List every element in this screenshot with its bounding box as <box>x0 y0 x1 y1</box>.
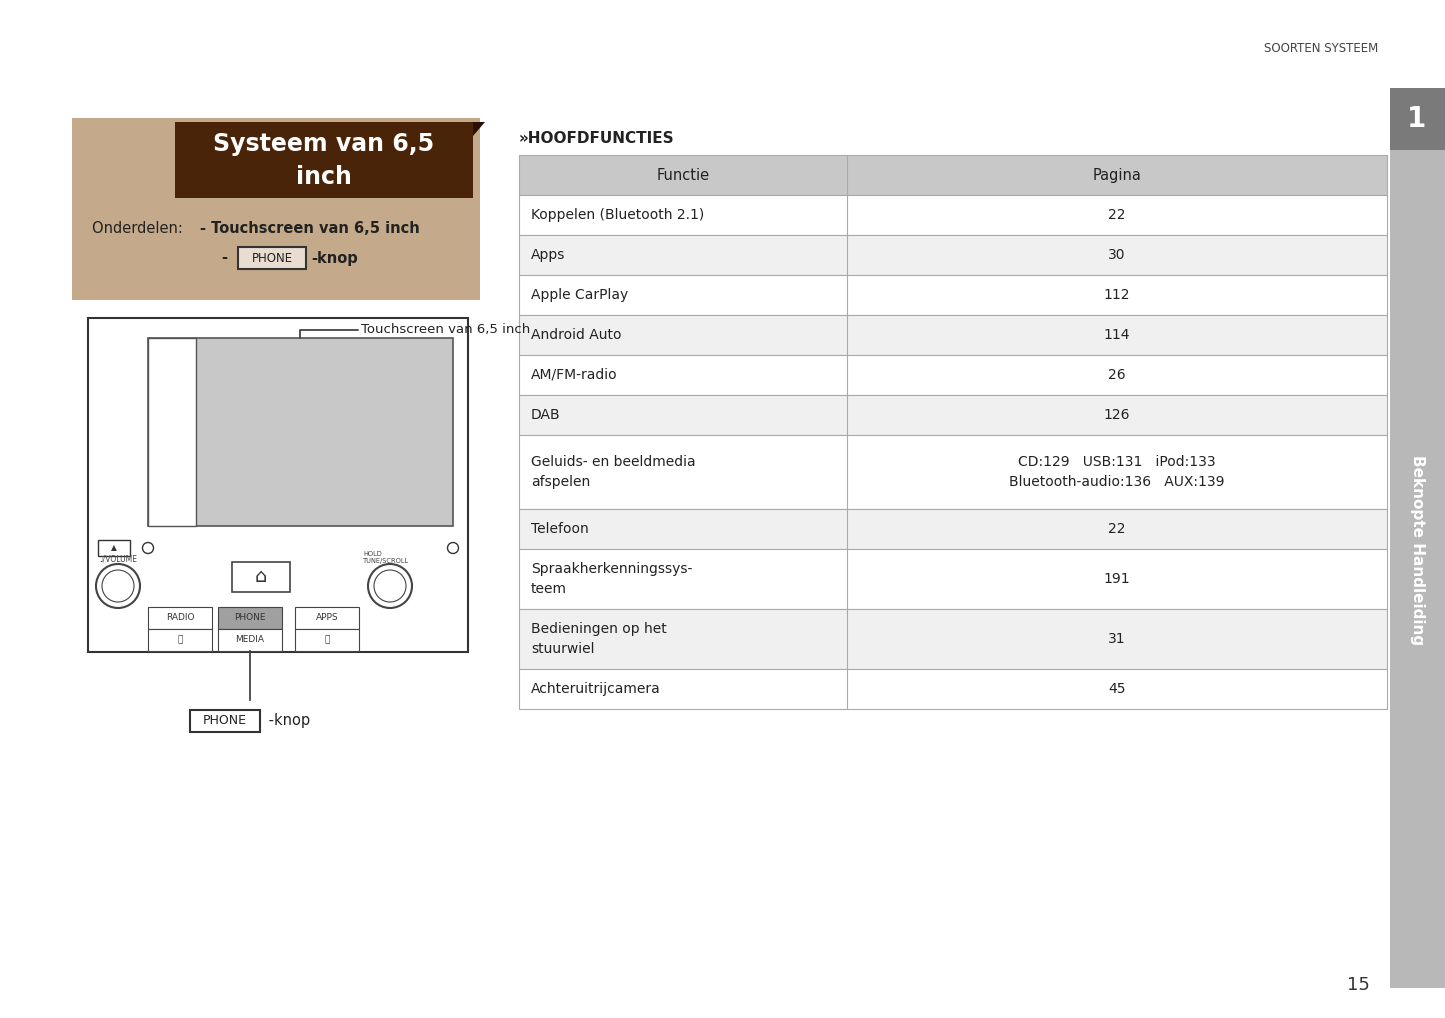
Bar <box>1390 88 1445 150</box>
Text: Functie: Functie <box>656 168 709 182</box>
Text: 45: 45 <box>1108 682 1126 696</box>
Bar <box>519 155 1387 195</box>
Text: 1: 1 <box>1407 105 1426 133</box>
Circle shape <box>448 543 458 554</box>
Circle shape <box>143 543 153 554</box>
Bar <box>519 435 1387 509</box>
Bar <box>238 247 306 269</box>
Text: PHONE: PHONE <box>202 715 247 728</box>
Text: ⌂: ⌂ <box>254 567 267 586</box>
Circle shape <box>103 570 134 602</box>
Text: 15: 15 <box>1347 976 1370 994</box>
Text: 30: 30 <box>1108 248 1126 262</box>
Bar <box>233 562 290 592</box>
Text: RADIO: RADIO <box>166 614 194 622</box>
Text: Systeem van 6,5: Systeem van 6,5 <box>214 132 435 156</box>
Text: Spraakherkenningssys-
teem: Spraakherkenningssys- teem <box>530 562 692 596</box>
Bar <box>218 629 282 651</box>
Bar <box>519 195 1387 235</box>
Text: ♩/VOLUME: ♩/VOLUME <box>100 555 137 564</box>
Text: CD:129   USB:131   iPod:133
Bluetooth-audio:136   AUX:139: CD:129 USB:131 iPod:133 Bluetooth-audio:… <box>1009 455 1225 489</box>
Text: MEDIA: MEDIA <box>236 635 264 644</box>
Text: »HOOFDFUNCTIES: »HOOFDFUNCTIES <box>519 130 675 146</box>
Bar <box>295 629 358 651</box>
Text: ⏭: ⏭ <box>324 635 329 644</box>
Circle shape <box>368 564 412 608</box>
Text: 114: 114 <box>1104 328 1130 342</box>
Text: 22: 22 <box>1108 522 1126 536</box>
Text: HOLD
TUNE/SCROLL: HOLD TUNE/SCROLL <box>363 551 409 564</box>
Text: ▲: ▲ <box>111 544 117 553</box>
Bar <box>295 607 358 629</box>
Circle shape <box>95 564 140 608</box>
Text: Pagina: Pagina <box>1092 168 1142 182</box>
Bar <box>189 710 260 732</box>
Text: inch: inch <box>296 165 353 189</box>
Bar <box>519 355 1387 395</box>
Text: PHONE: PHONE <box>234 614 266 622</box>
Text: 31: 31 <box>1108 632 1126 646</box>
Text: Koppelen (Bluetooth 2.1): Koppelen (Bluetooth 2.1) <box>530 208 704 222</box>
Text: ⏮: ⏮ <box>178 635 182 644</box>
Bar <box>519 669 1387 709</box>
Text: Android Auto: Android Auto <box>530 328 621 342</box>
Circle shape <box>374 570 406 602</box>
Text: APPS: APPS <box>315 614 338 622</box>
Bar <box>519 549 1387 609</box>
Text: Onderdelen:: Onderdelen: <box>92 221 188 235</box>
Text: Beknopte Handleiding: Beknopte Handleiding <box>1409 455 1425 645</box>
Bar <box>98 540 130 556</box>
Bar <box>175 122 473 197</box>
Bar <box>72 118 480 300</box>
Text: 126: 126 <box>1104 408 1130 422</box>
Bar <box>519 395 1387 435</box>
Bar <box>218 607 282 629</box>
Text: Telefoon: Telefoon <box>530 522 588 536</box>
Text: AM/FM-radio: AM/FM-radio <box>530 367 617 382</box>
Text: DAB: DAB <box>530 408 561 422</box>
Bar <box>88 318 468 652</box>
Bar <box>147 338 197 526</box>
Text: Bedieningen op het
stuurwiel: Bedieningen op het stuurwiel <box>530 622 666 656</box>
Text: Achteruitrijcamera: Achteruitrijcamera <box>530 682 660 696</box>
Bar <box>147 338 197 526</box>
Bar <box>519 235 1387 275</box>
Text: 191: 191 <box>1104 572 1130 586</box>
Text: SOORTEN SYSTEEM: SOORTEN SYSTEEM <box>1264 42 1379 55</box>
Polygon shape <box>473 122 486 136</box>
Bar <box>519 609 1387 669</box>
Text: - Touchscreen van 6,5 inch: - Touchscreen van 6,5 inch <box>199 221 419 235</box>
Text: 112: 112 <box>1104 288 1130 302</box>
Bar <box>1390 88 1445 988</box>
Text: 22: 22 <box>1108 208 1126 222</box>
Bar <box>147 607 212 629</box>
Bar <box>519 275 1387 315</box>
Text: Apple CarPlay: Apple CarPlay <box>530 288 629 302</box>
Text: Touchscreen van 6,5 inch: Touchscreen van 6,5 inch <box>361 324 530 337</box>
Text: -knop: -knop <box>264 714 311 729</box>
Bar <box>147 338 452 526</box>
Text: -knop: -knop <box>311 250 358 266</box>
Text: -: - <box>223 250 233 266</box>
Text: 26: 26 <box>1108 367 1126 382</box>
Text: Geluids- en beeldmedia
afspelen: Geluids- en beeldmedia afspelen <box>530 455 695 489</box>
Bar <box>519 315 1387 355</box>
Text: PHONE: PHONE <box>251 251 292 265</box>
Bar <box>147 629 212 651</box>
Bar <box>519 509 1387 549</box>
Text: Apps: Apps <box>530 248 565 262</box>
